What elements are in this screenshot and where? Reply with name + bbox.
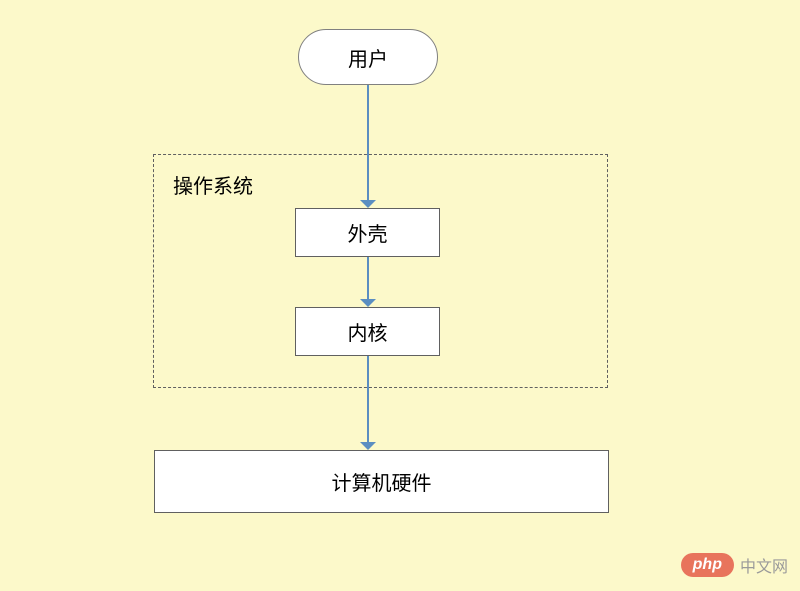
node-kernel: 内核	[295, 307, 440, 356]
watermark-text: 中文网	[740, 553, 788, 577]
edge-kernel-to-hardware-arrowhead	[360, 442, 376, 450]
node-user-label: 用户	[348, 43, 388, 72]
edge-user-to-shell	[367, 85, 369, 200]
watermark-pill: php	[681, 553, 734, 577]
node-hardware-label: 计算机硬件	[332, 467, 432, 496]
edge-user-to-shell-arrowhead	[360, 200, 376, 208]
edge-shell-to-kernel-arrowhead	[360, 299, 376, 307]
node-kernel-label: 内核	[348, 317, 388, 346]
edge-kernel-to-hardware	[367, 356, 369, 442]
node-shell-label: 外壳	[348, 218, 388, 247]
node-user: 用户	[298, 29, 438, 85]
node-shell: 外壳	[295, 208, 440, 257]
node-hardware: 计算机硬件	[154, 450, 609, 513]
edge-shell-to-kernel	[367, 257, 369, 299]
watermark: php 中文网	[681, 553, 788, 577]
diagram-canvas: 操作系统 用户 外壳 内核 计算机硬件 php 中文网	[0, 0, 800, 591]
os-group-label: 操作系统	[173, 170, 253, 199]
